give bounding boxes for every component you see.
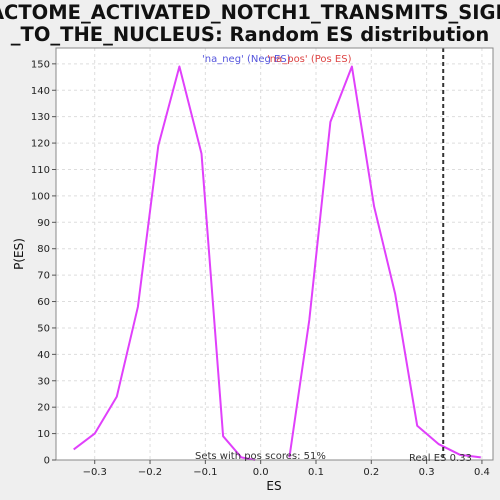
y-tick-label: 120 [31,139,50,150]
y-tick-label: 110 [31,165,50,176]
y-tick-label: 70 [37,271,50,282]
x-tick-label: −0.3 [83,467,107,478]
y-tick-label: 80 [37,244,50,255]
y-tick-label: 0 [44,456,50,467]
legend-entry-pos: 'na_pos' (Pos ES) [267,54,352,65]
y-tick-label: 100 [31,191,50,202]
y-tick-label: 150 [31,59,50,70]
legend-entry-neg: 'na_neg' (Neg ES) [202,54,291,65]
y-tick-label: 50 [37,323,50,334]
y-tick-label: 40 [37,350,50,361]
chart-title-line-1: REACTOME_ACTIVATED_NOTCH1_TRANSMITS_SIGN… [0,1,500,24]
chart-title-line-2: _TO_THE_NUCLEUS: Random ES distribution [11,23,489,46]
y-axis-ticks: 0 10 20 30 40 50 60 70 80 90 100 110 120 130 140 150 [31,59,56,467]
x-tick-label: 0.4 [474,467,490,478]
series-layer [73,65,481,461]
y-tick-label: 30 [37,376,50,387]
x-tick-label: 0.3 [419,467,435,478]
x-axis-label: ES [266,479,281,493]
x-tick-label: 0.2 [363,467,379,478]
y-tick-label: 90 [37,218,50,229]
plot-frame [55,47,494,461]
y-tick-label: 60 [37,297,50,308]
real-es-label: Real ES 0.33 [409,453,472,464]
x-tick-label: −0.2 [138,467,162,478]
series-line [73,65,256,461]
y-tick-label: 130 [31,112,50,123]
grid-lines [56,48,493,461]
pos-score-annotation: Sets with pos scores: 51% [195,451,326,462]
x-tick-label: 0.1 [308,467,324,478]
y-tick-label: 10 [37,429,50,440]
y-tick-label: 20 [37,403,50,414]
plot-area [56,48,493,460]
y-tick-label: 140 [31,86,50,97]
y-axis-label: P(ES) [12,238,26,270]
series-line [288,65,481,459]
x-axis-ticks: −0.3 −0.2 −0.1 0.0 0.1 0.2 0.3 0.4 [83,460,490,478]
x-tick-label: 0.0 [253,467,269,478]
x-tick-label: −0.1 [193,467,217,478]
